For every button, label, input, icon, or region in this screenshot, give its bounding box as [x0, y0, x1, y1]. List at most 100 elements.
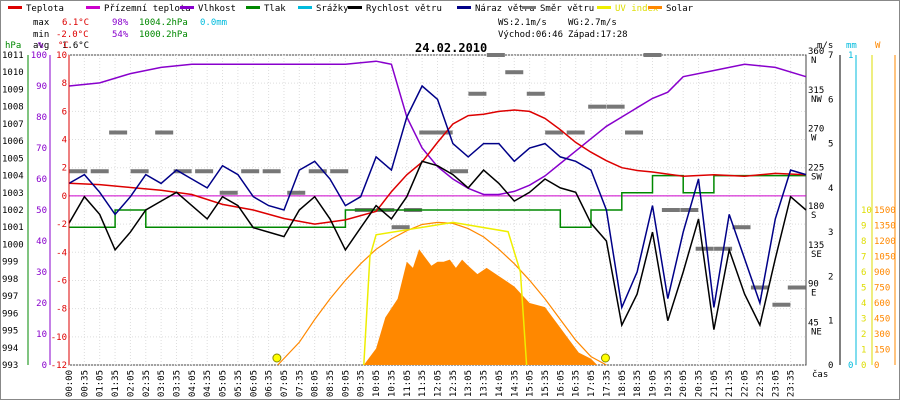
time-tick-label: 01:05 [96, 370, 106, 397]
direction-letter-label: N [811, 56, 816, 66]
wind-tick-label: 7 [828, 51, 833, 61]
pressure-tick-label: 1009 [2, 85, 24, 95]
wind-direction-dash [219, 190, 238, 195]
time-tick-label: 04:35 [203, 370, 213, 397]
wind-tick-label: 4 [828, 184, 833, 194]
wind-direction-dash [90, 169, 109, 174]
sunset-info: Západ:17:28 [568, 30, 628, 40]
time-tick-label: 21:35 [725, 370, 735, 397]
wind-tick-label: 6 [828, 95, 833, 105]
direction-tick-label: 315 [808, 86, 824, 96]
time-tick-label: 20:35 [695, 370, 705, 397]
legend-label: Teplota [26, 4, 64, 14]
direction-tick-label: 360 [808, 47, 824, 57]
solar-tick-label: 150 [874, 346, 890, 356]
time-tick-label: 09:05 [341, 370, 351, 397]
legend-label: Přízemní teplota [104, 4, 191, 14]
wind-direction-dash [695, 246, 714, 251]
time-tick-label: 17:35 [602, 370, 612, 397]
time-tick-label: 18:05 [618, 370, 628, 397]
solar-tick-label: 300 [874, 330, 890, 340]
temperature-tick-label: -6 [56, 276, 67, 286]
wind-direction-dash [625, 130, 644, 135]
wind-direction-dash [195, 169, 214, 174]
wind-direction-dash [750, 285, 769, 290]
uv-tick-label: 5 [861, 284, 866, 294]
direction-tick-label: 180 [808, 202, 824, 212]
x-axis-label: čas [812, 369, 828, 380]
solar-tick-label: 1500 [874, 206, 896, 216]
legend: Teplota Přízemní teplota Vlhkost Tlak Srážky… [8, 4, 694, 14]
wind-direction-dash [606, 104, 625, 109]
time-tick-label: 07:35 [295, 370, 305, 397]
wind-direction-dash [787, 285, 806, 290]
time-tick-label: 13:35 [480, 370, 490, 397]
temperature-line [68, 109, 807, 225]
pressure-tick-label: 1002 [2, 206, 24, 216]
humidity-tick-label: 90 [36, 82, 47, 92]
legend-label: Směr větru [540, 4, 594, 14]
solar-area [363, 249, 598, 365]
max-pressure: 1004.2hPa [139, 18, 188, 28]
uv-tick-label: 7 [861, 253, 866, 263]
direction-letter-label: NE [811, 327, 822, 337]
pressure-tick-label: 1008 [2, 103, 24, 113]
wind-direction-dash [308, 169, 327, 174]
min-label: min [33, 30, 49, 40]
wind-direction-dash [545, 130, 564, 135]
legend-swatch [180, 6, 194, 9]
direction-tick-label: 135 [808, 241, 824, 251]
direction-letter-label: SW [811, 172, 822, 182]
time-tick-label: 19:35 [664, 370, 674, 397]
direction-tick-label: 90 [808, 280, 819, 290]
wind-tick-label: 1 [828, 317, 833, 327]
legend-label: Rychlost větru [366, 4, 442, 14]
time-tick-label: 10:05 [372, 370, 382, 397]
temperature-tick-label: 0 [62, 192, 67, 202]
time-tick-label: 21:05 [710, 370, 720, 397]
wind-direction-dash [109, 130, 128, 135]
direction-tick-label: 270 [808, 125, 824, 135]
direction-letter-label: S [811, 211, 816, 221]
pressure-tick-label: 1004 [2, 172, 24, 182]
wind-direction-dash [661, 208, 680, 212]
max-temp: 6.1°C [62, 18, 89, 28]
time-tick-label: 02:05 [126, 370, 136, 397]
time-tick-label: 11:35 [418, 370, 428, 397]
min-pressure: 1000.2hPa [139, 30, 188, 40]
wind-direction-dash [330, 169, 349, 174]
wind-direction-dash [566, 130, 585, 135]
pressure-tick-label: 996 [2, 309, 18, 319]
humidity-tick-label: 20 [36, 299, 47, 309]
time-tick-label: 14:05 [495, 370, 505, 397]
max-rain: 0.0mm [200, 18, 227, 28]
rain-unit: mm [846, 41, 857, 51]
legend-swatch [8, 6, 22, 9]
pressure-unit: hPa [5, 41, 21, 51]
wind-direction-dash [643, 53, 662, 57]
time-tick-label: 16:35 [572, 370, 582, 397]
temperature-tick-label: -2 [56, 220, 67, 230]
wind-direction-dash [262, 169, 281, 174]
humidity-tick-label: 70 [36, 144, 47, 154]
humidity-tick-label: 10 [36, 330, 47, 340]
wind-tick-label: 2 [828, 272, 833, 282]
pressure-tick-label: 1011 [2, 51, 24, 61]
time-tick-label: 16:05 [556, 370, 566, 397]
pressure-tick-label: 999 [2, 258, 18, 268]
legend-label: Solar [666, 4, 694, 14]
uv-tick-label: 1 [861, 346, 866, 356]
time-tick-label: 19:05 [648, 370, 658, 397]
wind-gust-line [68, 84, 807, 311]
sunset-marker [600, 353, 610, 363]
solar-unit: W [875, 41, 881, 51]
uv-tick-label: 6 [861, 268, 866, 278]
max-label: max [33, 18, 50, 28]
direction-letter-label: NW [811, 95, 822, 105]
min-temp: -2.0°C [56, 30, 89, 40]
wind-direction-dash [155, 130, 174, 135]
pressure-tick-label: 1005 [2, 154, 24, 164]
time-tick-label: 08:05 [311, 370, 321, 397]
temperature-tick-label: -10 [51, 333, 67, 343]
time-tick-label: 05:35 [234, 370, 244, 397]
